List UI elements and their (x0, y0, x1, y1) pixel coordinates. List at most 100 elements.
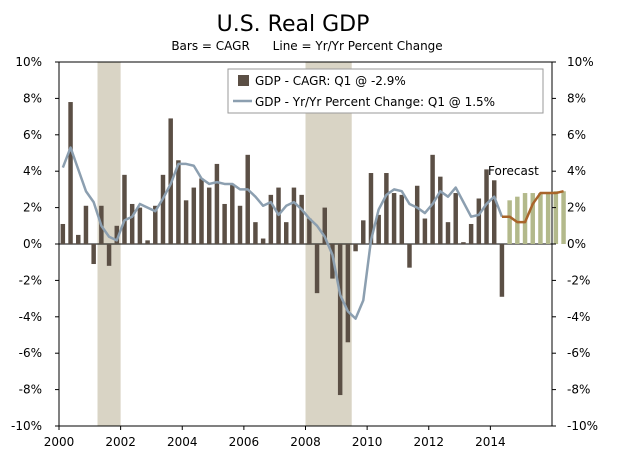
right-axis: 10% 8% 6% 4% 2% 0% -2% -4% -6% -8% -10% (552, 55, 598, 433)
y-right-tick-label: 0% (567, 237, 586, 251)
legend-bars-swatch (238, 75, 249, 86)
chart-subtitle: Bars = CAGR Line = Yr/Yr Percent Change (171, 39, 442, 53)
cagr-bar (322, 207, 327, 244)
cagr-bar (422, 218, 428, 244)
y-tick-label: -8% (19, 383, 42, 397)
cagr-bar (237, 205, 243, 244)
cagr-bar (399, 194, 405, 244)
x-tick-label: 2014 (475, 435, 506, 449)
y-tick-label: 6% (23, 128, 42, 142)
x-tick-label: 2004 (167, 435, 198, 449)
cagr-bar (291, 187, 297, 244)
forecast-bar (507, 200, 512, 244)
forecast-bar (561, 191, 566, 244)
bar-series (60, 102, 566, 396)
cagr-bar (391, 193, 397, 244)
cagr-bar (83, 205, 89, 244)
cagr-bar (114, 225, 120, 244)
y-tick-label: 2% (23, 201, 42, 215)
y-right-tick-label: -10% (567, 419, 598, 433)
forecast-bar (538, 193, 543, 244)
forecast-bar (530, 193, 535, 244)
cagr-bar (122, 174, 127, 244)
cagr-bar (453, 193, 458, 244)
cagr-bar (68, 102, 73, 244)
y-tick-label: 4% (23, 164, 42, 178)
cagr-bar (384, 173, 389, 244)
cagr-bar (260, 238, 266, 244)
cagr-bar (145, 240, 150, 244)
y-tick-label: 10% (15, 55, 42, 69)
y-right-tick-label: 8% (567, 91, 586, 105)
cagr-bar (484, 169, 489, 244)
cagr-bar (230, 183, 235, 244)
y-right-tick-label: 4% (567, 164, 586, 178)
y-right-tick-label: 10% (567, 55, 594, 69)
x-tick-label: 2012 (413, 435, 444, 449)
cagr-bar (345, 244, 351, 343)
cagr-bar (461, 242, 466, 244)
legend-line-label: GDP - Yr/Yr Percent Change: Q1 @ 1.5% (255, 95, 495, 109)
cagr-bar (407, 244, 412, 268)
cagr-bar (137, 207, 143, 244)
forecast-bar (553, 191, 559, 244)
cagr-bar (337, 244, 343, 396)
cagr-bar (499, 244, 505, 297)
cagr-bar (468, 223, 474, 244)
y-tick-label: -10% (11, 419, 42, 433)
cagr-bar (153, 205, 158, 244)
y-right-tick-label: -6% (567, 346, 590, 360)
cagr-bar (253, 222, 258, 244)
cagr-bar (414, 185, 420, 244)
cagr-bar (60, 223, 66, 244)
legend: GDP - CAGR: Q1 @ -2.9% GDP - Yr/Yr Perce… (227, 68, 544, 114)
cagr-bar (160, 174, 166, 244)
x-tick-label: 2002 (105, 435, 136, 449)
yoy-line (61, 146, 504, 320)
y-right-tick-label: 6% (567, 128, 586, 142)
y-right-tick-label: -2% (567, 273, 590, 287)
cagr-bar (76, 234, 81, 244)
cagr-bar (129, 203, 135, 244)
forecast-bar (545, 193, 551, 244)
y-tick-label: 0% (23, 237, 42, 251)
cagr-bar (176, 160, 181, 244)
y-tick-label: -6% (19, 346, 42, 360)
cagr-bar (430, 154, 435, 244)
y-tick-label: 8% (23, 91, 42, 105)
x-tick-label: 2010 (352, 435, 383, 449)
left-axis: 10% 8% 6% 4% 2% 0% -2% -4% -6% -8% -10% (11, 55, 59, 433)
forecast-bar (515, 196, 520, 244)
x-tick-label: 2000 (44, 435, 75, 449)
x-tick-label: 2008 (290, 435, 321, 449)
y-tick-label: -4% (19, 310, 42, 324)
y-right-tick-label: 2% (567, 201, 586, 215)
cagr-bar (106, 244, 112, 266)
cagr-bar (183, 200, 189, 244)
cagr-bar (307, 218, 312, 244)
cagr-bar (91, 244, 96, 265)
x-tick-label: 2006 (229, 435, 260, 449)
forecast-bar (522, 193, 528, 244)
legend-box (227, 68, 544, 114)
chart-title: U.S. Real GDP (217, 12, 370, 37)
forecast-line (501, 190, 564, 224)
cagr-bar (268, 194, 274, 244)
cagr-bar (491, 180, 497, 244)
y-right-tick-label: -8% (567, 383, 590, 397)
cagr-bar (368, 173, 374, 244)
cagr-bar (438, 176, 443, 244)
cagr-bar (445, 222, 451, 244)
legend-bars-label: GDP - CAGR: Q1 @ -2.9% (255, 74, 406, 88)
forecast-annotation: Forecast (488, 164, 539, 178)
y-tick-label: -2% (19, 273, 42, 287)
cagr-bar (476, 198, 482, 244)
cagr-bar (353, 244, 358, 252)
cagr-bar (314, 244, 320, 294)
cagr-bar (191, 187, 197, 244)
x-axis: 2000 2002 2004 2006 2008 2010 2012 2014 (44, 426, 506, 449)
cagr-bar (199, 178, 204, 244)
line-series (61, 146, 564, 320)
cagr-bar (245, 154, 250, 244)
